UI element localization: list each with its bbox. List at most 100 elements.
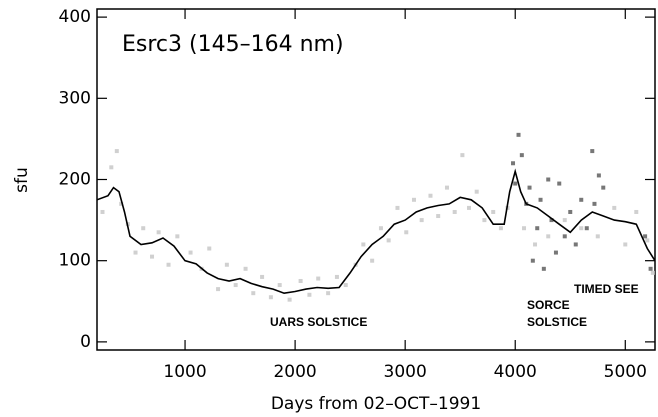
data-point xyxy=(549,218,554,223)
data-point xyxy=(482,218,487,223)
data-point xyxy=(361,242,366,247)
data-point xyxy=(386,238,391,243)
data-point xyxy=(395,205,400,210)
data-point xyxy=(584,226,589,231)
x-tick-label: 4000 xyxy=(494,362,537,382)
data-point xyxy=(243,266,248,271)
y-tick-label: 100 xyxy=(59,251,91,271)
data-point xyxy=(326,291,331,296)
annotation: SOLSTICE xyxy=(527,315,587,329)
data-point xyxy=(590,149,595,154)
plot-frame xyxy=(96,8,656,351)
data-point xyxy=(568,209,573,214)
data-point xyxy=(307,292,312,297)
y-tick-label: 400 xyxy=(59,7,91,27)
data-point xyxy=(601,185,606,190)
data-point xyxy=(175,234,180,239)
data-point xyxy=(557,181,562,186)
data-point xyxy=(133,250,138,255)
data-line xyxy=(97,168,655,295)
data-point xyxy=(370,258,375,263)
data-point xyxy=(334,274,339,279)
data-point xyxy=(579,226,584,231)
annotation: SORCE xyxy=(527,298,570,312)
data-point xyxy=(650,270,655,275)
data-point xyxy=(623,242,628,247)
data-point xyxy=(645,238,650,243)
annotation: TIMED SEE xyxy=(574,282,639,296)
data-point xyxy=(511,161,516,166)
y-tick-label: 300 xyxy=(59,88,91,108)
data-point xyxy=(452,209,457,214)
data-point xyxy=(343,283,348,288)
x-tick-label: 3000 xyxy=(384,362,427,382)
data-point xyxy=(260,274,265,279)
data-point xyxy=(519,153,524,158)
data-point xyxy=(546,177,551,182)
data-point xyxy=(207,246,212,251)
data-point xyxy=(119,201,124,206)
data-point xyxy=(538,197,543,202)
data-point xyxy=(596,173,601,178)
data-point xyxy=(114,149,119,154)
x-tick-label: 5000 xyxy=(604,362,647,382)
data-point xyxy=(224,262,229,267)
data-point xyxy=(553,250,558,255)
data-point xyxy=(498,226,503,231)
data-point xyxy=(541,266,546,271)
data-point xyxy=(150,254,155,259)
data-point xyxy=(643,234,648,239)
y-tick-label: 0 xyxy=(80,332,91,352)
x-tick-label: 2000 xyxy=(273,362,316,382)
data-point xyxy=(474,189,479,194)
data-point xyxy=(535,226,540,231)
data-point xyxy=(527,185,532,190)
data-point xyxy=(595,234,600,239)
data-point xyxy=(491,209,496,214)
data-point xyxy=(419,218,424,223)
data-point xyxy=(467,205,471,210)
data-point xyxy=(404,230,409,235)
data-point xyxy=(562,218,567,223)
data-point xyxy=(166,262,171,267)
data-point xyxy=(533,242,538,247)
data-point xyxy=(378,226,383,231)
data-point xyxy=(268,295,273,300)
data-point xyxy=(592,201,597,206)
data-point xyxy=(522,226,527,231)
data-point xyxy=(287,297,292,302)
data-point xyxy=(513,181,518,186)
x-axis-label: Days from 02–OCT–1991 xyxy=(271,394,481,414)
y-axis-label: sfu xyxy=(12,167,32,193)
data-point xyxy=(573,242,578,247)
data-point xyxy=(141,226,146,231)
data-point xyxy=(188,250,193,255)
data-point xyxy=(444,185,449,190)
data-point xyxy=(648,266,653,271)
data-point xyxy=(316,276,321,281)
data-point xyxy=(516,132,521,137)
data-point xyxy=(634,209,639,214)
data-point xyxy=(109,165,114,170)
data-point xyxy=(277,283,282,288)
data-point xyxy=(156,230,161,235)
data-point xyxy=(428,193,433,198)
data-point xyxy=(251,291,256,296)
data-point xyxy=(411,197,416,202)
data-point xyxy=(436,214,441,219)
data-point xyxy=(216,287,221,292)
annotation: UARS SOLSTICE xyxy=(270,315,367,329)
data-point xyxy=(612,205,617,210)
chart-title: Esrc3 (145–164 nm) xyxy=(122,32,344,57)
data-point xyxy=(562,234,567,239)
data-point xyxy=(546,234,551,239)
data-point xyxy=(298,278,303,283)
y-tick-label: 200 xyxy=(59,170,91,190)
data-point xyxy=(530,258,535,263)
data-point xyxy=(100,209,105,214)
data-point xyxy=(233,283,238,288)
data-point xyxy=(460,153,465,158)
data-point xyxy=(579,197,584,202)
x-tick-label: 1000 xyxy=(163,362,206,382)
